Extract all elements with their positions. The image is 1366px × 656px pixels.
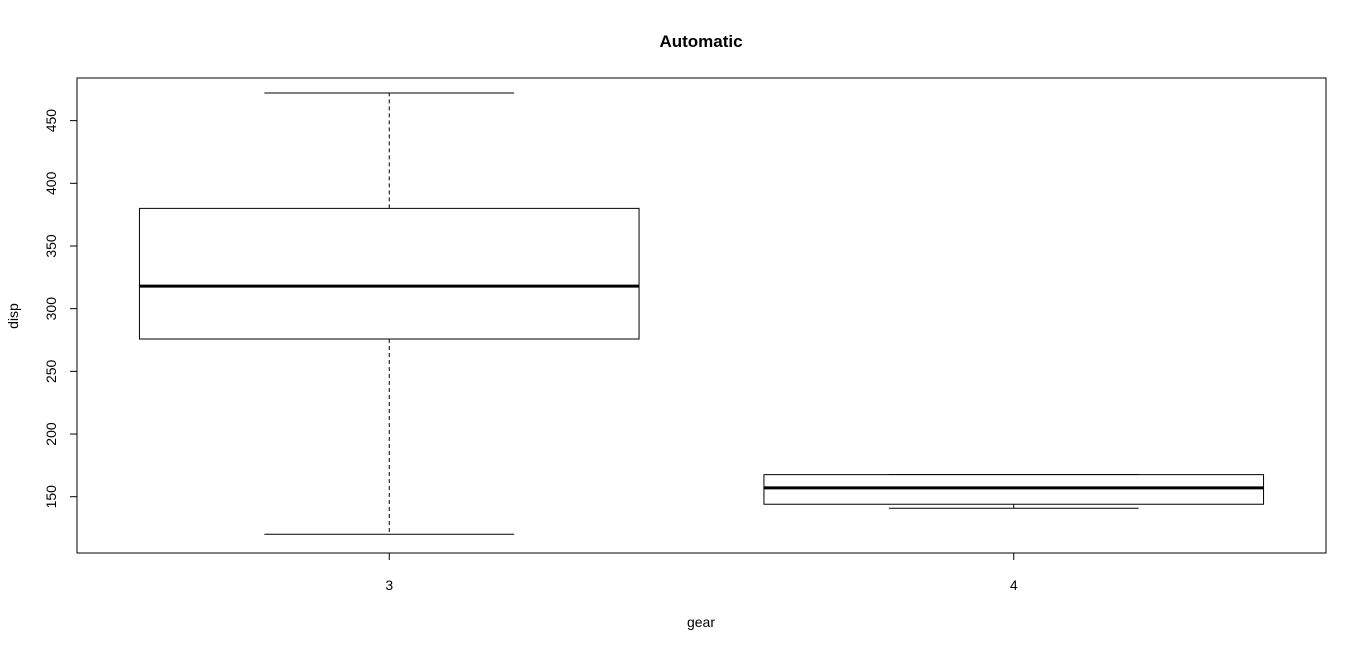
box-4-iqr: [763, 474, 1265, 505]
y-tick-label-450: 450: [43, 109, 59, 133]
y-tick-label-250: 250: [43, 359, 59, 383]
x-tick-label-4: 4: [1010, 577, 1018, 593]
x-axis-label: gear: [687, 614, 715, 630]
y-tick-label-150: 150: [43, 485, 59, 509]
y-tick-label-200: 200: [43, 422, 59, 446]
y-tick-label-300: 300: [43, 297, 59, 321]
y-tick-label-400: 400: [43, 171, 59, 195]
y-axis-label: disp: [5, 303, 21, 329]
box-3-iqr: [138, 207, 640, 340]
plot-area: 150 200 250 300 350 400 450 3 4: [43, 77, 1327, 593]
y-tick-label-350: 350: [43, 234, 59, 258]
chart-title: Automatic: [659, 32, 742, 51]
x-tick-label-3: 3: [385, 577, 393, 593]
